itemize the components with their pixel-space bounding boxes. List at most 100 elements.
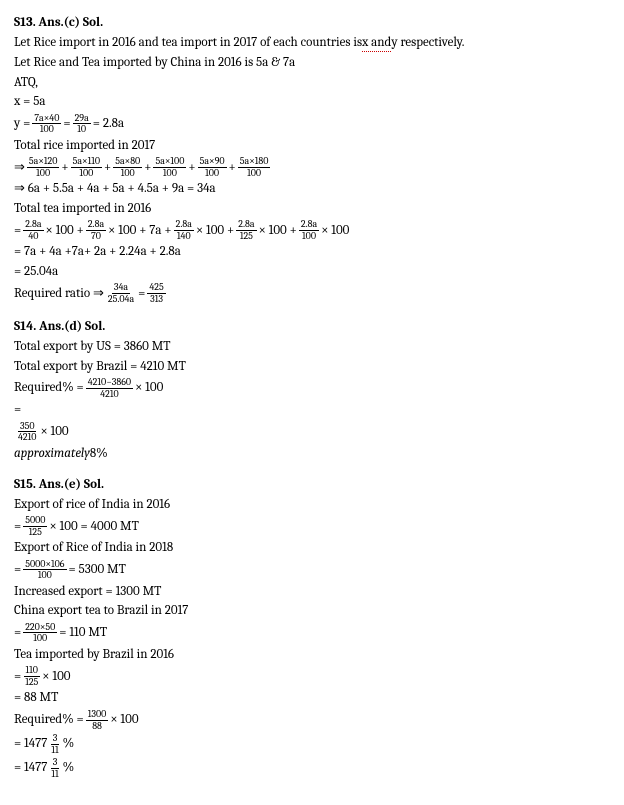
equation-line: = 1477 311 % bbox=[14, 757, 610, 779]
text-line: China export tea to Brazil in 2017 bbox=[14, 602, 610, 620]
text: = 110 MT bbox=[59, 624, 107, 642]
equation-line: = 1477 311 % bbox=[14, 733, 610, 755]
text-line: Export of Rice of India in 2018 bbox=[14, 539, 610, 557]
s14-header: S14. Ans.(d) Sol. bbox=[14, 318, 610, 336]
text: × 100 + 7a + bbox=[108, 222, 171, 240]
text: = 1477 bbox=[14, 759, 47, 777]
fraction: 5a×80100 bbox=[113, 156, 142, 178]
text-line: Total tea imported in 2016 bbox=[14, 200, 610, 218]
equation-line: = 5000125 × 100 = 4000 MT bbox=[14, 515, 610, 537]
text-line: Let Rice import in 2016 and tea import i… bbox=[14, 34, 610, 53]
text-underlined: x and bbox=[362, 34, 391, 53]
text: × 100 bbox=[321, 222, 349, 240]
fraction: 7a×40100 bbox=[32, 113, 61, 135]
text: % bbox=[63, 735, 75, 753]
equation-line: y = 7a×40100 = 29a10 = 2.8a bbox=[14, 113, 610, 135]
text-line: Increased export = 1300 MT bbox=[14, 583, 610, 601]
text: = bbox=[138, 285, 145, 303]
text-line: = 25.04a bbox=[14, 263, 610, 281]
text-line: = bbox=[14, 401, 610, 419]
text: 8% bbox=[90, 445, 108, 463]
equation-line: = 5000×106100 = 5300 MT bbox=[14, 559, 610, 581]
text: × 100 bbox=[42, 668, 70, 686]
fraction: 425313 bbox=[147, 282, 165, 304]
text: = 2.8a bbox=[93, 115, 124, 133]
solution-s14: S14. Ans.(d) Sol. Total export by US = 3… bbox=[14, 318, 610, 462]
text: y respectively. bbox=[391, 34, 464, 52]
text: = bbox=[14, 222, 21, 240]
fraction: 29a10 bbox=[73, 113, 91, 135]
text-line: Total rice imported in 2017 bbox=[14, 137, 610, 155]
equation-line: = 2.8a40 × 100 + 2.8a70 × 100 + 7a + 2.8… bbox=[14, 219, 610, 241]
text: + bbox=[229, 159, 236, 177]
fraction: 311 bbox=[49, 757, 60, 779]
text: = bbox=[14, 561, 21, 579]
fraction: 130088 bbox=[86, 709, 109, 731]
equation-line: = 110125 × 100 bbox=[14, 665, 610, 687]
fraction: 5a×180100 bbox=[238, 156, 271, 178]
text: Let Rice import in 2016 and tea import i… bbox=[14, 34, 362, 52]
text: × 100 = 4000 MT bbox=[49, 518, 138, 536]
solution-s13: S13. Ans.(c) Sol. Let Rice import in 201… bbox=[14, 14, 610, 304]
text: = 5300 MT bbox=[69, 561, 126, 579]
fraction: 311 bbox=[49, 733, 60, 755]
text: + bbox=[104, 159, 111, 177]
text: = bbox=[14, 518, 21, 536]
equation-line: 3504210 × 100 bbox=[14, 421, 610, 443]
fraction: 2.8a140 bbox=[174, 219, 194, 241]
text-line: Export of rice of India in 2016 bbox=[14, 496, 610, 514]
fraction: 2.8a40 bbox=[23, 219, 43, 241]
text: = bbox=[63, 115, 70, 133]
text-line: Total export by Brazil = 4210 MT bbox=[14, 358, 610, 376]
text-line: Total export by US = 3860 MT bbox=[14, 338, 610, 356]
text: Required% = bbox=[14, 711, 84, 729]
text-line: ATQ, bbox=[14, 74, 610, 92]
equation-line: = 220×50100 = 110 MT bbox=[14, 622, 610, 644]
text: ⇒ bbox=[14, 159, 25, 177]
text-line: = 88 MT bbox=[14, 689, 610, 707]
equation-line: Required ratio ⇒ 34a25.04a = 425313 bbox=[14, 282, 610, 304]
text: y = bbox=[14, 115, 30, 133]
text: Required ratio ⇒ bbox=[14, 285, 104, 303]
s13-header: S13. Ans.(c) Sol. bbox=[14, 14, 610, 32]
fraction: 5a×100100 bbox=[153, 156, 186, 178]
text: Required% = bbox=[14, 379, 84, 397]
text: = 1477 bbox=[14, 735, 47, 753]
fraction: 2.8a100 bbox=[299, 219, 319, 241]
fraction: 5a×90100 bbox=[198, 156, 227, 178]
text: × 100 + bbox=[46, 222, 84, 240]
text-line: Let Rice and Tea imported by China in 20… bbox=[14, 54, 610, 72]
text: + bbox=[188, 159, 195, 177]
text: × 100 + bbox=[259, 222, 297, 240]
text: × 100 bbox=[135, 379, 163, 397]
text: × 100 + bbox=[196, 222, 234, 240]
text-italic: approximately bbox=[14, 445, 90, 463]
text-line: approximately 8% bbox=[14, 445, 610, 463]
fraction: 4210−38604210 bbox=[86, 377, 133, 399]
text: × 100 bbox=[40, 423, 68, 441]
solution-s15: S15. Ans.(e) Sol. Export of rice of Indi… bbox=[14, 476, 610, 779]
text: = bbox=[14, 624, 21, 642]
text-line: x = 5a bbox=[14, 93, 610, 111]
equation-line: ⇒ 5a×120100 + 5a×110100 + 5a×80100 + 5a×… bbox=[14, 156, 610, 178]
text: + bbox=[61, 159, 68, 177]
fraction: 2.8a70 bbox=[86, 219, 106, 241]
fraction: 5a×120100 bbox=[27, 156, 60, 178]
s15-header: S15. Ans.(e) Sol. bbox=[14, 476, 610, 494]
text: = bbox=[14, 668, 21, 686]
fraction: 5000125 bbox=[23, 515, 47, 537]
fraction: 2.8a125 bbox=[236, 219, 256, 241]
fraction: 3504210 bbox=[16, 421, 38, 443]
fraction: 5000×106100 bbox=[23, 559, 66, 581]
text-line: ⇒ 6a + 5.5a + 4a + 5a + 4.5a + 9a = 34a bbox=[14, 180, 610, 198]
fraction: 34a25.04a bbox=[106, 282, 136, 304]
fraction: 5a×110100 bbox=[71, 156, 102, 178]
text: × 100 bbox=[110, 711, 138, 729]
text-line: = 7a + 4a +7a+ 2a + 2.24a + 2.8a bbox=[14, 243, 610, 261]
fraction: 220×50100 bbox=[23, 622, 57, 644]
equation-line: Required% = 130088 × 100 bbox=[14, 709, 610, 731]
text-line: Tea imported by Brazil in 2016 bbox=[14, 646, 610, 664]
fraction: 110125 bbox=[23, 665, 40, 687]
equation-line: Required% = 4210−38604210 × 100 bbox=[14, 377, 610, 399]
text: % bbox=[63, 759, 75, 777]
